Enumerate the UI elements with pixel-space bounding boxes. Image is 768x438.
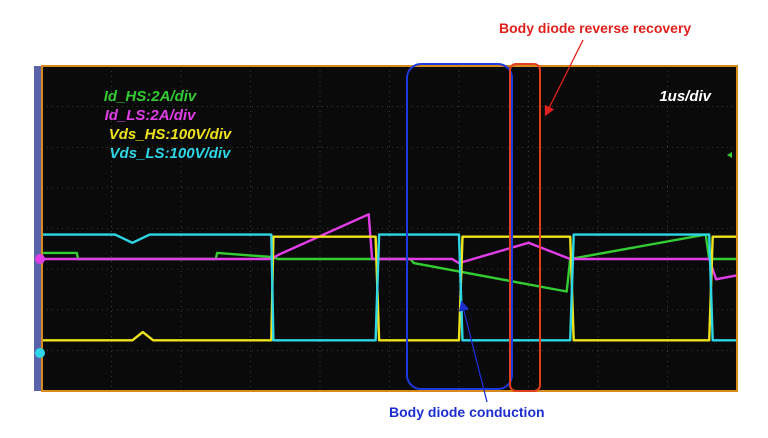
conduction-arrow [458,300,488,403]
conduction-box [406,63,513,390]
legend-id-ls: Id_LS:2A/div [105,107,198,124]
conduction-annotation: Body diode conduction [389,404,545,420]
reverse-recovery-annotation: Body diode reverse recovery [499,20,692,36]
reverse-recovery-arrow [544,39,584,117]
timebase-label: 1us/div [659,88,712,105]
grid [42,66,737,391]
legend-vds-hs: Vds_HS:100V/div [109,126,233,143]
reverse-recovery-box [509,63,541,392]
channel-marker-id [35,254,45,264]
legend-id-hs: Id_HS:2A/div [104,88,198,105]
trigger-marker [727,152,732,158]
channel-strip [34,66,42,391]
scope-frame [41,65,738,392]
trace-vds-hs [42,235,737,342]
trace-vds-ls [42,233,737,342]
legend: Id_HS:2A/div Id_LS:2A/div Vds_HS:100V/di… [104,88,233,162]
legend-vds-ls: Vds_LS:100V/div [110,145,233,162]
traces [42,213,738,342]
channel-marker-vds [35,348,45,358]
